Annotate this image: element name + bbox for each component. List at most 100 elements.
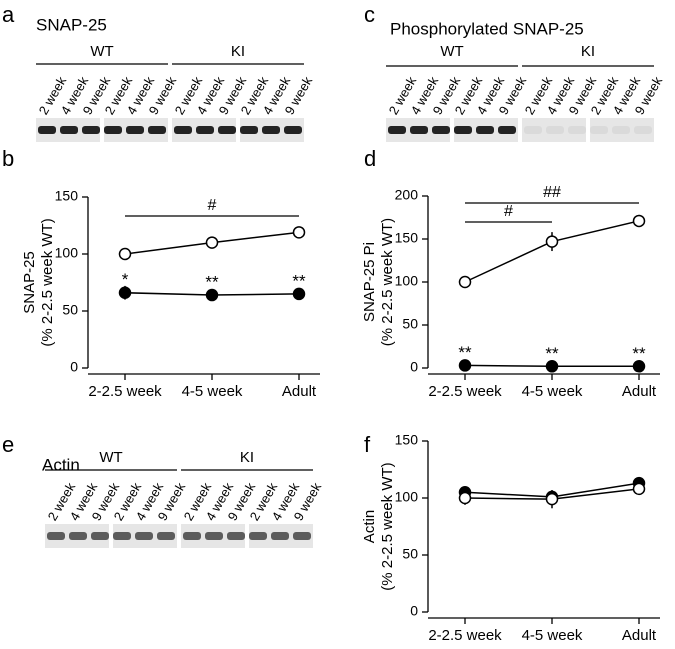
group-label: WT — [440, 43, 463, 60]
data-point — [458, 275, 472, 289]
data-point — [458, 359, 472, 372]
y-axis-label: (% 2-2.5 week WT) — [379, 462, 396, 590]
blot-band — [183, 532, 201, 540]
blot-band — [47, 532, 65, 540]
data-point — [458, 491, 472, 505]
data-point — [545, 360, 559, 373]
y-tick-label: 200 — [395, 187, 419, 203]
blot-band — [148, 126, 166, 134]
data-point — [205, 288, 219, 302]
blot-band — [69, 532, 87, 540]
y-tick-label: 50 — [402, 316, 418, 332]
group-label: KI — [581, 43, 595, 60]
blot-band — [38, 126, 56, 134]
blot-band — [612, 126, 630, 134]
blot-band — [476, 126, 494, 134]
significance-label: ** — [205, 273, 219, 292]
x-tick-label: 4-5 week — [522, 627, 583, 644]
data-point — [545, 235, 559, 248]
group-label: WT — [90, 43, 113, 60]
blot-title: Phosphorylated SNAP-25 — [390, 19, 584, 38]
blot-band — [524, 126, 542, 134]
blot-band — [590, 126, 608, 134]
blot-title: SNAP-25 — [36, 15, 107, 34]
y-axis-label: (% 2-2.5 week WT) — [379, 218, 396, 346]
x-tick-label: Adult — [622, 383, 657, 400]
blot-band — [498, 126, 516, 134]
blot-band — [196, 126, 214, 134]
blot-band — [388, 126, 406, 134]
data-point — [118, 286, 132, 300]
blot-band — [227, 532, 245, 540]
blot-band — [60, 126, 78, 134]
group-label: KI — [231, 43, 245, 60]
panel-label: e — [2, 432, 14, 457]
blot-strip — [590, 118, 654, 142]
blot-band — [126, 126, 144, 134]
blot-band — [82, 126, 100, 134]
y-tick-label: 150 — [395, 230, 419, 246]
blot-band — [410, 126, 428, 134]
y-tick-label: 0 — [410, 603, 418, 619]
x-tick-label: 2-2.5 week — [428, 383, 502, 400]
data-point — [545, 492, 559, 506]
y-tick-label: 150 — [395, 432, 419, 448]
y-tick-label: 50 — [402, 546, 418, 562]
panel-label: f — [364, 432, 371, 457]
data-point — [632, 482, 646, 496]
blot-band — [174, 126, 192, 134]
significance-label: ** — [545, 344, 559, 363]
panel-label: b — [2, 146, 14, 171]
blot-strip — [522, 118, 586, 142]
blot-band — [634, 126, 652, 134]
blot-band — [113, 532, 131, 540]
blot-band — [293, 532, 311, 540]
blot-band — [104, 126, 122, 134]
blot-band — [454, 126, 472, 134]
blot-band — [205, 532, 223, 540]
series-line — [464, 220, 640, 283]
panel-label: c — [364, 2, 375, 27]
y-tick-label: 50 — [62, 302, 78, 318]
x-tick-label: 2-2.5 week — [88, 383, 162, 400]
panel-label: a — [2, 2, 15, 27]
y-tick-label: 0 — [410, 359, 418, 375]
data-point — [292, 287, 306, 301]
y-axis-label: Actin — [361, 510, 378, 543]
data-point — [632, 360, 646, 373]
comparison-label: ## — [543, 184, 561, 201]
x-tick-label: 4-5 week — [182, 383, 243, 400]
blot-band — [157, 532, 175, 540]
data-point — [205, 236, 219, 249]
blot-band — [432, 126, 450, 134]
y-axis-label: (% 2-2.5 week WT) — [39, 218, 56, 346]
blot-band — [262, 126, 280, 134]
blot-band — [240, 126, 258, 134]
x-tick-label: 4-5 week — [522, 383, 583, 400]
blot-band — [135, 532, 153, 540]
y-axis-label: SNAP-25 Pi — [361, 242, 378, 322]
y-tick-label: 100 — [55, 245, 79, 261]
x-tick-label: 2-2.5 week — [428, 627, 502, 644]
blot-band — [91, 532, 109, 540]
blot-title: Actin — [42, 455, 80, 474]
blot-band — [271, 532, 289, 540]
y-tick-label: 100 — [395, 273, 419, 289]
significance-label: ** — [458, 343, 472, 362]
comparison-label: # — [208, 197, 217, 214]
significance-label: * — [122, 270, 129, 289]
blot-band — [218, 126, 236, 134]
significance-label: ** — [292, 271, 306, 290]
data-point — [118, 247, 132, 261]
blot-band — [546, 126, 564, 134]
group-label: WT — [99, 449, 122, 466]
y-tick-label: 100 — [395, 489, 419, 505]
group-label: KI — [240, 449, 254, 466]
data-point — [292, 226, 306, 239]
y-axis-label: SNAP-25 — [21, 251, 38, 314]
panel-label: d — [364, 146, 376, 171]
x-tick-label: Adult — [282, 383, 317, 400]
y-tick-label: 0 — [70, 359, 78, 375]
blot-band — [568, 126, 586, 134]
